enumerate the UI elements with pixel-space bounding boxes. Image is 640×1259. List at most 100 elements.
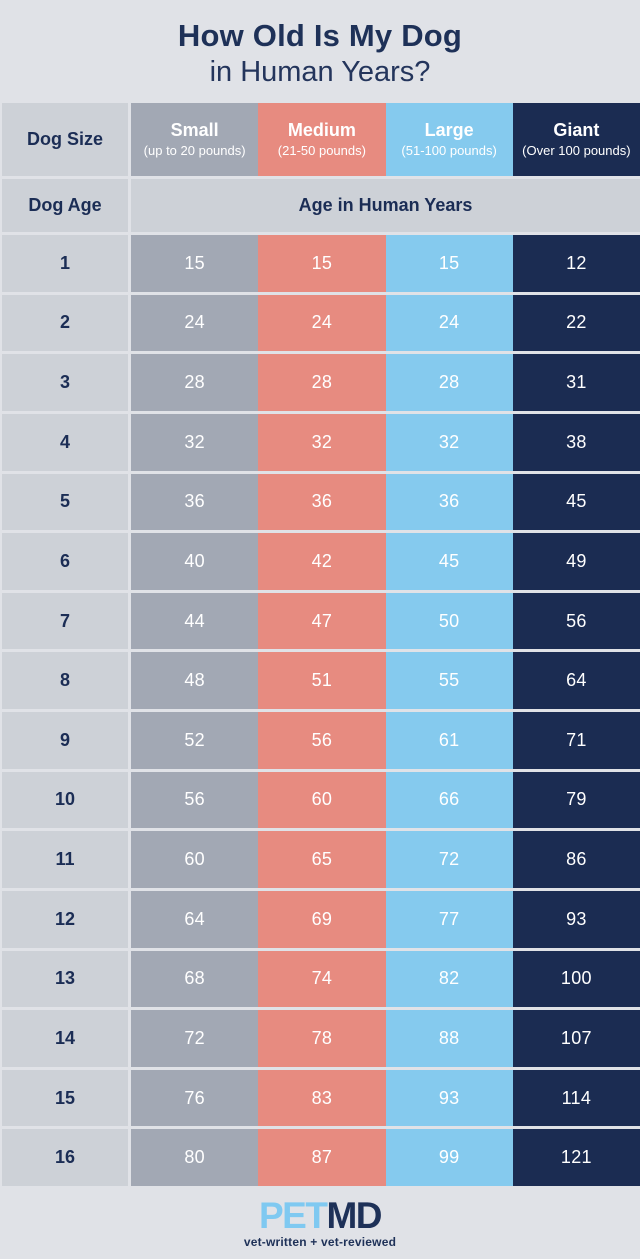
dog-age-label-text: Dog Age — [28, 195, 102, 215]
page-title: How Old Is My Dog in Human Years? — [0, 0, 640, 103]
value-cell-giant: 114 — [512, 1069, 640, 1127]
logo-text-pet: PET — [258, 1194, 328, 1236]
value-cell-giant: 38 — [512, 413, 640, 471]
column-subtitle-large: (51-100 pounds) — [401, 142, 497, 158]
column-header-medium: Medium (21-50 pounds) — [258, 103, 386, 176]
value-cell-small: 48 — [131, 652, 259, 709]
corner-label-dog-size: Dog Size — [2, 103, 131, 176]
row-age-label: 1 — [2, 235, 131, 292]
value-cell-giant: 107 — [512, 1010, 640, 1067]
value-cell-giant: 86 — [512, 831, 640, 888]
value-cell-large: 82 — [385, 950, 513, 1008]
column-name-giant: Giant — [553, 120, 600, 141]
value-cell-large: 15 — [385, 235, 513, 292]
value-cell-medium: 74 — [258, 950, 386, 1008]
value-cell-large: 32 — [385, 413, 513, 471]
value-cell-large: 77 — [385, 890, 513, 948]
column-name-small: Small — [170, 120, 219, 141]
value-cell-medium: 65 — [258, 831, 386, 888]
value-cell-small: 60 — [131, 831, 259, 888]
value-cell-large: 36 — [385, 473, 513, 531]
value-cell-giant: 121 — [512, 1129, 640, 1186]
value-cell-giant: 79 — [512, 771, 640, 829]
value-cell-small: 40 — [131, 533, 259, 590]
column-header-giant: Giant (Over 100 pounds) — [512, 103, 640, 176]
value-cell-giant: 49 — [512, 533, 640, 590]
value-cell-medium: 51 — [258, 652, 386, 709]
value-cell-giant: 64 — [512, 652, 640, 709]
footer-tagline: vet-written + vet-reviewed — [243, 1234, 397, 1249]
petmd-logo: PETMD — [258, 1194, 383, 1236]
value-cell-small: 52 — [131, 712, 259, 769]
row-age-label: 5 — [2, 473, 131, 531]
row-age-label: 8 — [2, 652, 131, 709]
row-age-label: 13 — [2, 950, 131, 1008]
row-age-label: 3 — [2, 354, 131, 411]
value-cell-medium: 60 — [258, 771, 386, 829]
value-cell-small: 32 — [131, 413, 259, 471]
row-age-label: 7 — [2, 592, 131, 650]
title-line-1: How Old Is My Dog — [177, 18, 463, 54]
dog-age-table: Dog Size Small (up to 20 pounds) Medium … — [0, 103, 640, 1186]
value-cell-giant: 45 — [512, 473, 640, 531]
value-cell-large: 93 — [385, 1069, 513, 1127]
row-age-label: 2 — [2, 294, 131, 352]
row-age-label: 16 — [2, 1129, 131, 1186]
corner-label-text: Dog Size — [26, 129, 103, 149]
value-cell-giant: 12 — [512, 235, 640, 292]
subheader-text: Age in Human Years — [298, 195, 473, 215]
value-cell-large: 88 — [385, 1010, 513, 1067]
row-age-label: 4 — [2, 413, 131, 471]
value-cell-large: 55 — [385, 652, 513, 709]
row-header-dog-age: Dog Age — [2, 179, 131, 232]
value-cell-small: 44 — [131, 592, 259, 650]
value-cell-large: 72 — [385, 831, 513, 888]
row-age-label: 14 — [2, 1010, 131, 1067]
petmd-footer: PETMD vet-written + vet-reviewed — [0, 1186, 640, 1259]
row-age-label: 9 — [2, 712, 131, 769]
row-age-label: 15 — [2, 1069, 131, 1127]
value-cell-medium: 87 — [258, 1129, 386, 1186]
value-cell-giant: 22 — [512, 294, 640, 352]
column-header-large: Large (51-100 pounds) — [385, 103, 513, 176]
value-cell-giant: 93 — [512, 890, 640, 948]
row-age-label: 11 — [2, 831, 131, 888]
value-cell-medium: 83 — [258, 1069, 386, 1127]
value-cell-giant: 31 — [512, 354, 640, 411]
row-age-label: 10 — [2, 771, 131, 829]
value-cell-large: 28 — [385, 354, 513, 411]
value-cell-medium: 32 — [258, 413, 386, 471]
value-cell-giant: 71 — [512, 712, 640, 769]
value-cell-medium: 28 — [258, 354, 386, 411]
value-cell-small: 28 — [131, 354, 259, 411]
value-cell-small: 15 — [131, 235, 259, 292]
value-cell-medium: 42 — [258, 533, 386, 590]
value-cell-small: 72 — [131, 1010, 259, 1067]
value-cell-giant: 56 — [512, 592, 640, 650]
value-cell-small: 24 — [131, 294, 259, 352]
value-cell-small: 68 — [131, 950, 259, 1008]
column-header-small: Small (up to 20 pounds) — [131, 103, 259, 176]
column-subtitle-giant: (Over 100 pounds) — [522, 142, 631, 158]
row-age-label: 12 — [2, 890, 131, 948]
value-cell-large: 99 — [385, 1129, 513, 1186]
value-cell-small: 76 — [131, 1069, 259, 1127]
value-cell-medium: 36 — [258, 473, 386, 531]
title-line-2: in Human Years? — [209, 56, 431, 89]
column-subtitle-small: (up to 20 pounds) — [143, 142, 246, 158]
value-cell-medium: 69 — [258, 890, 386, 948]
value-cell-medium: 78 — [258, 1010, 386, 1067]
value-cell-medium: 47 — [258, 592, 386, 650]
value-cell-medium: 56 — [258, 712, 386, 769]
column-subtitle-medium: (21-50 pounds) — [277, 142, 366, 158]
column-name-large: Large — [424, 120, 474, 141]
value-cell-large: 66 — [385, 771, 513, 829]
logo-text-md: MD — [326, 1194, 382, 1236]
value-cell-large: 50 — [385, 592, 513, 650]
value-cell-large: 45 — [385, 533, 513, 590]
value-cell-medium: 15 — [258, 235, 386, 292]
value-cell-small: 64 — [131, 890, 259, 948]
value-cell-small: 36 — [131, 473, 259, 531]
subheader-age-in-human-years: Age in Human Years — [131, 179, 640, 232]
column-name-medium: Medium — [287, 120, 356, 141]
